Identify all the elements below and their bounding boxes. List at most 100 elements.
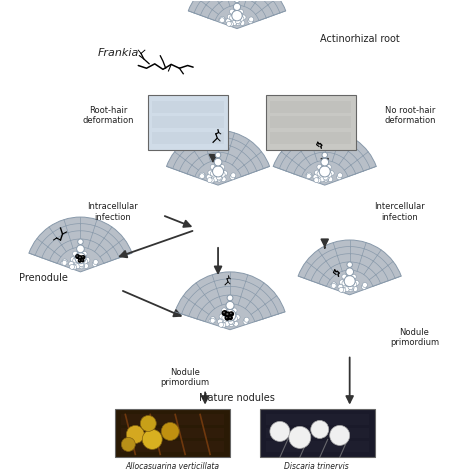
Circle shape [337,174,342,179]
Circle shape [228,311,234,317]
Bar [152,132,224,144]
Circle shape [210,164,215,169]
Circle shape [337,175,342,180]
Circle shape [82,251,87,256]
Circle shape [227,295,233,301]
Circle shape [79,262,84,267]
Circle shape [316,178,321,183]
Circle shape [345,287,349,292]
Text: Root-hair
deformation: Root-hair deformation [82,106,134,125]
Circle shape [208,170,213,175]
Circle shape [80,262,85,267]
Circle shape [235,0,239,3]
Circle shape [233,11,238,16]
Circle shape [73,264,78,269]
Bar [266,95,356,150]
Circle shape [232,20,237,26]
Circle shape [248,18,253,23]
Circle shape [351,277,356,283]
Circle shape [200,173,205,179]
Circle shape [313,174,318,180]
Wedge shape [175,272,285,330]
Circle shape [75,264,80,269]
Circle shape [230,175,235,180]
Circle shape [235,315,240,320]
Circle shape [323,175,328,180]
Circle shape [78,239,83,245]
Circle shape [220,172,225,177]
Circle shape [229,15,234,20]
Circle shape [339,280,345,285]
Circle shape [319,177,325,182]
Circle shape [199,173,203,179]
Text: Prenodule: Prenodule [18,273,67,283]
Bar [260,410,374,457]
Circle shape [233,316,237,321]
Circle shape [227,17,232,22]
Circle shape [92,262,97,266]
Circle shape [61,261,66,265]
Circle shape [236,19,241,24]
Circle shape [229,322,234,327]
Circle shape [248,18,253,24]
Circle shape [321,173,326,179]
Circle shape [76,253,82,258]
Circle shape [222,318,228,323]
Circle shape [243,319,248,324]
Circle shape [219,322,224,327]
Circle shape [225,321,229,326]
Circle shape [70,264,74,269]
Bar [148,95,228,150]
Circle shape [207,178,212,182]
Circle shape [342,274,347,279]
Bar [152,116,224,128]
Circle shape [341,288,346,292]
Text: Intracellular
infection: Intracellular infection [87,202,138,222]
Circle shape [161,422,179,440]
Circle shape [238,12,243,17]
Circle shape [354,281,359,285]
Circle shape [241,15,246,20]
Circle shape [70,260,75,264]
Circle shape [226,317,228,319]
Circle shape [219,18,225,23]
Circle shape [221,177,226,182]
Circle shape [69,261,73,266]
Circle shape [322,152,328,158]
Bar [121,414,224,425]
Circle shape [222,321,227,327]
Circle shape [81,258,84,263]
Circle shape [200,172,205,177]
Text: Frankia: Frankia [98,47,139,57]
Circle shape [317,171,322,176]
Circle shape [238,9,243,14]
Circle shape [210,177,216,182]
Bar [270,116,351,128]
Circle shape [226,318,231,323]
Bar [270,132,351,144]
Circle shape [210,318,215,323]
Bar [270,101,351,113]
Circle shape [208,173,213,178]
Circle shape [228,22,233,27]
Text: Mature nodules: Mature nodules [199,392,275,402]
Circle shape [332,283,337,288]
Circle shape [289,427,311,448]
Circle shape [348,285,353,290]
Circle shape [219,317,224,322]
Circle shape [215,152,221,158]
Circle shape [362,284,367,289]
Circle shape [249,17,254,22]
Circle shape [331,282,337,287]
Wedge shape [29,217,132,272]
Circle shape [362,284,366,290]
Circle shape [244,319,248,324]
Circle shape [229,20,235,26]
Circle shape [210,171,215,176]
Circle shape [211,173,216,178]
Circle shape [73,258,78,263]
Circle shape [210,171,215,176]
Circle shape [76,260,82,265]
Circle shape [78,255,83,261]
Circle shape [230,174,235,179]
